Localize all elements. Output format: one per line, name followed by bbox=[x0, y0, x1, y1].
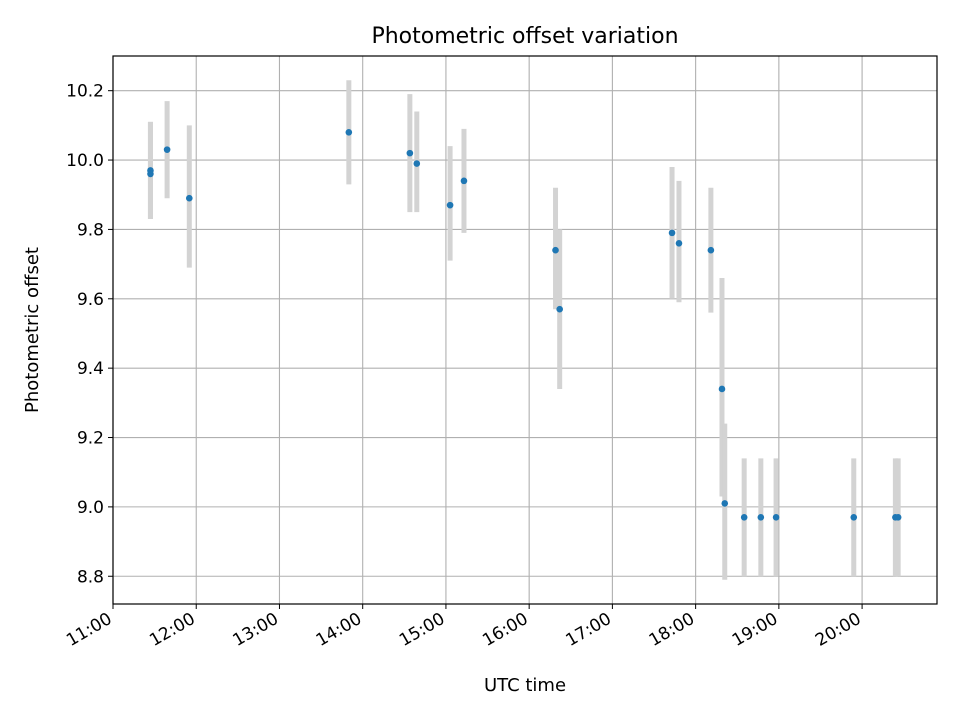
data-point bbox=[163, 146, 171, 153]
y-tick-label: 10.2 bbox=[66, 82, 104, 102]
data-point bbox=[740, 513, 748, 521]
y-tick-label: 9.4 bbox=[77, 359, 104, 379]
plot-frame bbox=[112, 55, 938, 605]
data-point bbox=[707, 246, 715, 254]
y-tick-label: 10.0 bbox=[66, 151, 104, 171]
y-tick-label: 9.8 bbox=[77, 220, 104, 240]
data-point bbox=[460, 177, 468, 185]
data-point bbox=[556, 305, 563, 313]
data-point bbox=[850, 513, 858, 521]
data-point bbox=[757, 513, 765, 521]
data-point bbox=[147, 170, 154, 178]
data-points bbox=[147, 129, 902, 521]
data-point bbox=[185, 194, 193, 202]
chart-title: Photometric offset variation bbox=[371, 24, 678, 49]
y-tick-label: 9.0 bbox=[77, 498, 104, 518]
data-point bbox=[675, 239, 683, 247]
data-point bbox=[721, 500, 729, 507]
data-point bbox=[894, 513, 902, 521]
data-point bbox=[446, 201, 454, 209]
data-point bbox=[413, 160, 421, 167]
data-point bbox=[772, 513, 780, 521]
y-tick-label: 8.8 bbox=[77, 567, 104, 587]
x-axis-label: UTC time bbox=[484, 675, 566, 696]
data-point bbox=[668, 229, 676, 237]
y-tick-label: 9.2 bbox=[77, 429, 104, 449]
data-point bbox=[345, 129, 353, 136]
data-point bbox=[552, 246, 559, 254]
grid bbox=[112, 56, 937, 604]
data-point bbox=[718, 385, 726, 393]
data-point bbox=[406, 149, 414, 157]
y-tick-label: 9.6 bbox=[77, 290, 104, 310]
y-axis-ticks: 8.8 9.0 9.2 9.4 9.6 9.8 10.0 10.2 bbox=[66, 82, 113, 587]
y-axis-label: Photometric offset bbox=[22, 247, 43, 413]
